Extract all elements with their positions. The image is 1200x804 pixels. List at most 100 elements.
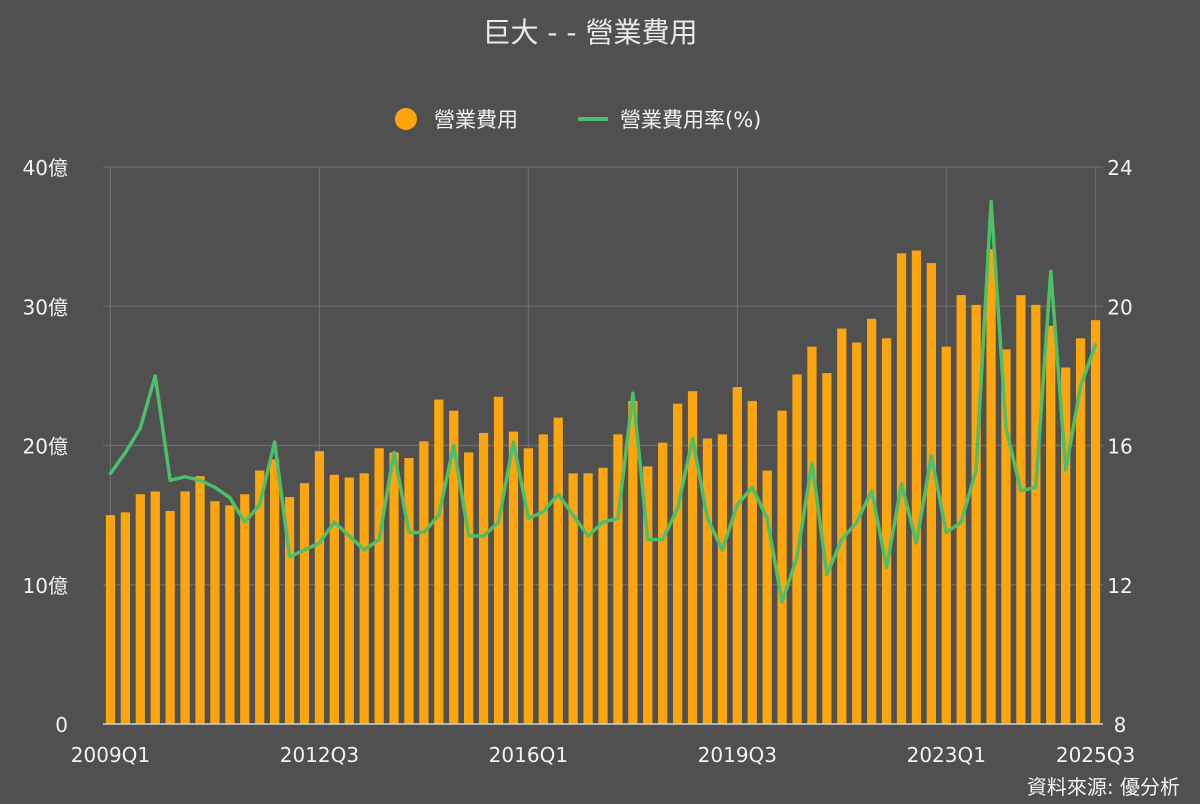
line-point <box>705 517 709 521</box>
y-right-tick-label: 20 <box>1107 295 1132 319</box>
axes: 0 10億 20億 30億 40億 8 12 16 20 24 2009Q1 2012Q3 2016Q1… <box>23 156 1136 767</box>
line-point <box>661 537 665 541</box>
line-point <box>497 520 501 524</box>
bar <box>299 483 310 724</box>
bar <box>553 417 563 724</box>
line-point <box>631 391 635 395</box>
bar <box>732 387 742 724</box>
bar <box>673 403 683 724</box>
bar <box>971 304 981 724</box>
bar <box>284 497 295 724</box>
line-point <box>407 531 411 535</box>
bar <box>598 467 608 724</box>
line-point <box>422 531 426 535</box>
y-right-tick-label: 8 <box>1114 713 1127 737</box>
source-note: 資料來源: 優分析 <box>1027 775 1180 799</box>
bar <box>747 400 757 724</box>
bar <box>464 452 474 724</box>
bar <box>404 458 414 724</box>
line-point <box>959 520 963 524</box>
line-point <box>526 517 530 521</box>
bar <box>911 250 922 725</box>
line-point <box>1064 468 1068 472</box>
bar <box>1001 349 1011 724</box>
line-point <box>974 468 978 472</box>
legend-line-label: 營業費用率(%) <box>620 108 761 132</box>
bar <box>523 448 533 724</box>
bar <box>1016 295 1026 724</box>
line-point <box>885 565 889 569</box>
bar <box>687 391 698 724</box>
line-point <box>556 492 560 496</box>
line-point <box>914 541 918 545</box>
bar <box>941 346 951 724</box>
bar <box>658 442 668 724</box>
line-point <box>750 485 754 489</box>
line-point <box>1049 269 1053 273</box>
line-point <box>153 374 157 378</box>
bar <box>255 470 265 724</box>
line-point <box>183 475 187 479</box>
line-point <box>944 531 948 535</box>
bar <box>135 494 145 724</box>
y-left-tick-label: 20億 <box>23 435 68 459</box>
line-point <box>228 496 232 500</box>
line-point <box>1034 485 1038 489</box>
line-point <box>825 572 829 576</box>
bar <box>762 470 772 724</box>
bar <box>434 399 444 724</box>
line-point <box>452 444 456 447</box>
y-right-tick-label: 12 <box>1107 574 1132 598</box>
line-point <box>929 454 933 458</box>
line-point <box>676 506 680 510</box>
bar <box>374 448 384 724</box>
line-point <box>243 520 247 524</box>
bar <box>956 295 966 724</box>
bar <box>344 477 354 724</box>
bar <box>329 474 339 724</box>
line-point <box>735 503 739 507</box>
line-point <box>362 548 366 552</box>
x-tick-label: 2016Q1 <box>489 743 568 767</box>
bar <box>1075 338 1086 724</box>
bar <box>538 434 548 724</box>
line-point <box>437 513 441 517</box>
bar <box>389 452 399 724</box>
line-point <box>273 440 277 444</box>
line-point <box>720 548 724 552</box>
bar <box>822 373 832 724</box>
line-point <box>168 478 172 482</box>
bar <box>1090 320 1101 724</box>
line-point <box>213 485 217 489</box>
bar <box>419 441 429 724</box>
bar <box>702 438 713 724</box>
line-point <box>1004 426 1008 430</box>
bar <box>270 459 280 724</box>
line-point <box>1019 489 1023 493</box>
line-point <box>586 534 590 538</box>
line-series <box>108 200 1098 604</box>
line-point <box>123 450 127 454</box>
line-point <box>810 461 814 465</box>
bar-series <box>105 249 1101 725</box>
x-tick-label: 2019Q3 <box>698 743 777 767</box>
bar <box>837 328 847 724</box>
bar <box>777 410 787 724</box>
line-point <box>616 517 620 521</box>
line-point <box>541 510 545 514</box>
y-left-tick-label: 40億 <box>23 156 68 180</box>
line-point <box>392 450 396 454</box>
line-point <box>840 537 844 541</box>
bar <box>881 338 892 724</box>
bar <box>240 494 250 724</box>
bar <box>807 346 817 724</box>
line-point <box>780 600 784 604</box>
bar <box>314 451 325 724</box>
line-point <box>989 200 993 204</box>
y-right-tick-label: 24 <box>1107 156 1132 180</box>
x-tick-label: 2012Q3 <box>280 743 359 767</box>
bar <box>195 476 205 724</box>
bar <box>1046 325 1056 724</box>
line-point <box>332 520 336 524</box>
